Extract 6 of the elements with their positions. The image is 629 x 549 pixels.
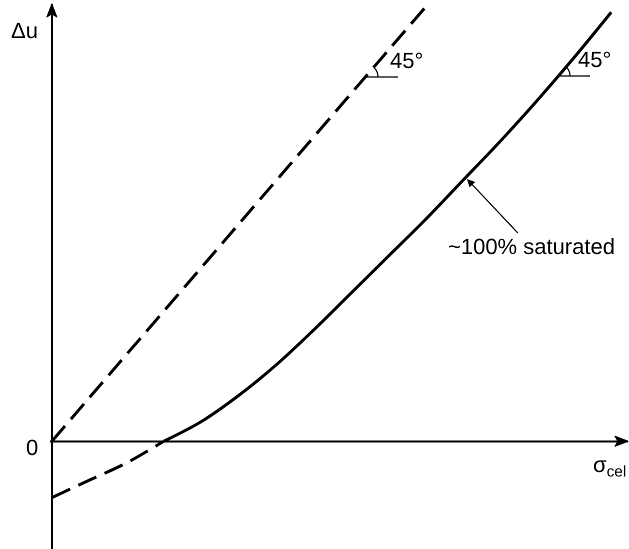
text: 0 [26,435,38,460]
annotation: ~100% saturated [448,234,615,259]
annotation: 45° [578,47,612,72]
annotation: 45° [390,48,424,73]
y-axis-title: Δu [11,18,38,43]
x-axis-title: σ$_{cel}$ [593,452,626,481]
